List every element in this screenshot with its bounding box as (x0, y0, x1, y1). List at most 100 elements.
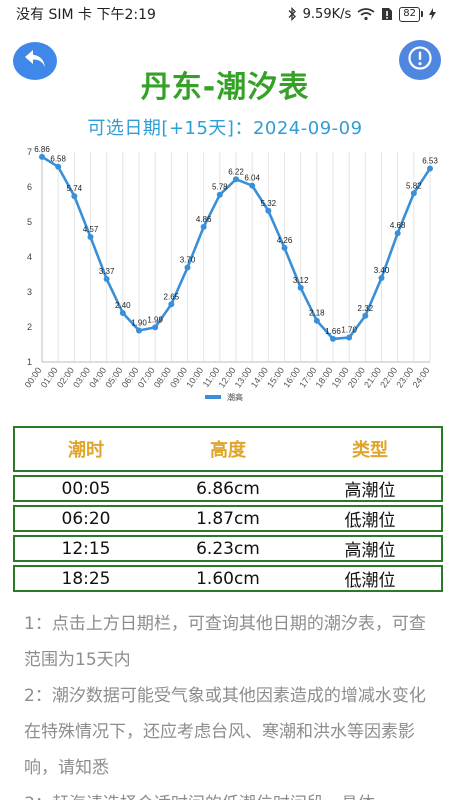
tide-time: 06:20 (61, 508, 111, 529)
y-tick-label: 1 (27, 357, 32, 367)
data-label: 3.40 (374, 266, 390, 275)
battery-tip (421, 11, 423, 17)
exclamation-circle-icon (407, 45, 433, 75)
data-label: 5.78 (212, 183, 228, 192)
data-point (103, 276, 110, 283)
tide-time: 18:25 (61, 568, 111, 589)
data-point (362, 312, 369, 319)
tide-time: 00:05 (61, 478, 111, 499)
data-point (410, 190, 417, 197)
date-selector[interactable]: 可选日期[+15天]：2024-09-09 (87, 118, 363, 139)
table-header-row: 潮时 高度 类型 (13, 426, 443, 472)
y-tick-label: 2 (27, 322, 32, 332)
tide-type: 低潮位 (344, 571, 396, 591)
tide-table: 潮时 高度 类型 00:05 6.86cm 高潮位 06:20 1.87cm 低… (13, 426, 443, 595)
x-tick-label: 24:00 (411, 365, 432, 389)
status-bar: 没有 SIM 卡 下午2:19 9.59K/s 82 (0, 0, 450, 28)
table-row: 18:25 1.60cm 低潮位 (13, 565, 443, 592)
status-left-text: 没有 SIM 卡 下午2:19 (16, 7, 156, 23)
back-arrow-icon (22, 48, 48, 74)
data-point (168, 301, 175, 308)
table-row: 00:05 6.86cm 高潮位 (13, 475, 443, 502)
tide-chart: 123456700:0001:0002:0003:0004:0005:0006:… (23, 145, 439, 402)
data-point (427, 165, 433, 172)
data-point (136, 327, 142, 334)
tide-type: 高潮位 (344, 481, 396, 501)
y-tick-label: 4 (27, 252, 32, 262)
data-label: 4.26 (277, 236, 293, 245)
data-point (71, 193, 78, 200)
data-label: 2.32 (358, 304, 374, 313)
data-label: 3.12 (293, 276, 309, 285)
data-label: 3.37 (99, 267, 115, 276)
data-label: 4.86 (196, 215, 212, 224)
network-speed: 9.59K/s (302, 6, 352, 22)
table-header-type: 类型 (352, 440, 388, 461)
data-label: 5.74 (67, 184, 83, 193)
data-point (313, 317, 320, 324)
table-row: 12:15 6.23cm 高潮位 (13, 535, 443, 562)
data-point (346, 334, 353, 341)
back-button[interactable] (13, 42, 57, 80)
data-label: 4.57 (83, 225, 99, 234)
tide-height: 6.23cm (196, 538, 260, 559)
data-point (330, 335, 336, 342)
tide-height: 6.86cm (196, 478, 260, 499)
data-point (39, 153, 45, 160)
data-point (378, 275, 385, 281)
bluetooth-icon (287, 7, 297, 21)
data-label: 2.65 (164, 292, 180, 301)
data-point (233, 176, 239, 183)
wifi-icon (357, 7, 375, 21)
data-label: 1.90 (131, 319, 147, 328)
table-header-time: 潮时 (68, 440, 104, 461)
battery-level: 82 (399, 6, 420, 22)
tide-height: 1.87cm (196, 508, 260, 529)
data-label: 5.82 (406, 181, 422, 190)
notes-section: 1：点击上方日期栏，可查询其他日期的潮汐表，可查范围为15天内 2：潮汐数据可能… (24, 606, 440, 800)
y-tick-label: 6 (27, 182, 32, 192)
data-label: 1.70 (341, 326, 357, 335)
data-label: 3.70 (180, 256, 196, 265)
data-point (119, 310, 126, 316)
data-point (152, 324, 159, 331)
status-icons: 9.59K/s 82 (287, 6, 436, 22)
data-point (394, 230, 401, 237)
data-label: 6.22 (228, 167, 244, 176)
y-tick-label: 3 (27, 287, 32, 297)
data-label: 1.99 (147, 315, 163, 324)
data-point (281, 244, 288, 251)
table-row: 06:20 1.87cm 低潮位 (13, 505, 443, 532)
note-item: 3：赶海请选择合适时间的低潮位时间段，具体 (24, 786, 440, 800)
y-tick-label: 5 (27, 217, 32, 227)
data-point (297, 284, 304, 291)
data-point (87, 234, 94, 241)
data-point (216, 191, 223, 198)
data-point (184, 264, 191, 271)
info-button[interactable] (399, 40, 441, 80)
data-label: 6.04 (244, 174, 260, 183)
sim-alert-icon (381, 7, 393, 21)
data-label: 1.66 (325, 327, 341, 336)
x-tick-label: 10:00 (184, 365, 205, 389)
y-tick-label: 7 (27, 147, 32, 157)
data-point (249, 182, 256, 189)
data-label: 4.68 (390, 221, 406, 230)
charging-icon (429, 8, 436, 20)
note-item: 2：潮汐数据可能受气象或其他因素造成的增减水变化在特殊情况下，还应考虑台风、寒潮… (24, 686, 426, 778)
data-point (265, 207, 272, 214)
tide-type: 低潮位 (344, 511, 396, 531)
data-label: 6.53 (422, 156, 438, 165)
legend-label: 潮高 (227, 392, 243, 402)
page-title: 丹东-潮汐表 (140, 70, 310, 105)
data-point (55, 163, 62, 170)
note-item: 1：点击上方日期栏，可查询其他日期的潮汐表，可查范围为15天内 (24, 614, 426, 670)
tide-time: 12:15 (61, 538, 111, 559)
data-label: 2.40 (115, 301, 131, 310)
tide-height: 1.60cm (196, 568, 260, 589)
table-header-height: 高度 (210, 440, 246, 461)
tide-type: 高潮位 (344, 541, 396, 561)
data-label: 2.18 (309, 309, 325, 318)
data-label: 6.58 (50, 155, 66, 164)
legend-swatch (205, 395, 221, 399)
